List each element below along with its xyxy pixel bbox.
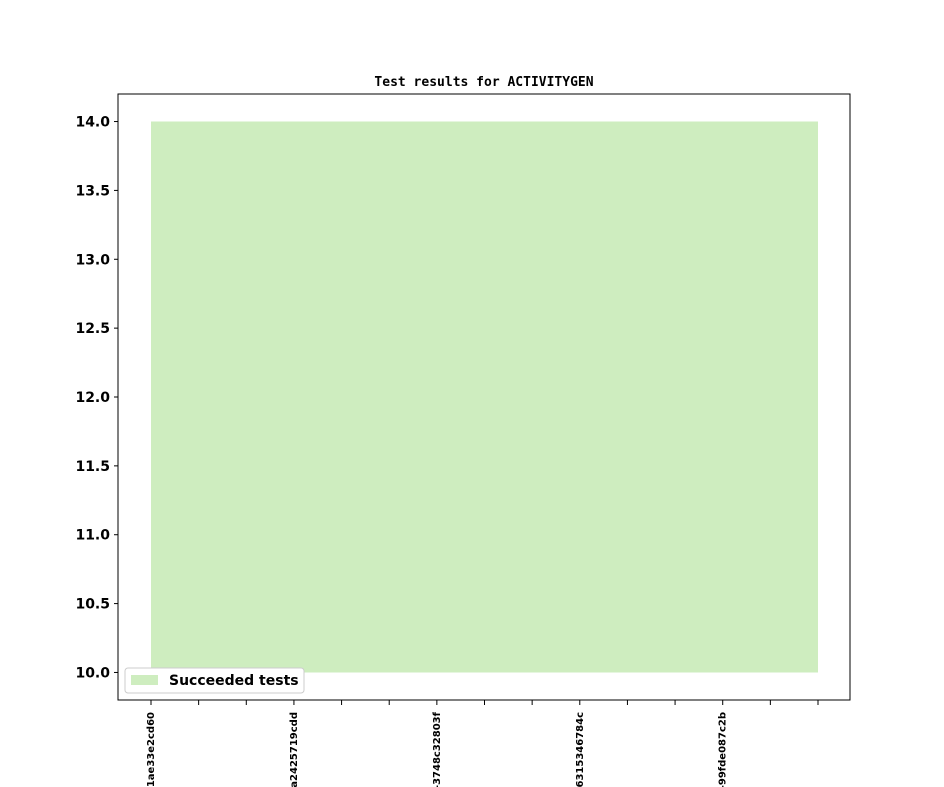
legend-swatch <box>131 675 158 685</box>
y-tick-label: 14.0 <box>75 115 110 131</box>
area <box>151 121 818 673</box>
x-tick-label: a2425719cdd <box>289 712 300 787</box>
x-tick-label: -1ae33e2cd60 <box>146 712 157 787</box>
x-tick-label: -99fde087c2b <box>718 712 729 787</box>
y-tick-label: 12.5 <box>75 321 110 337</box>
y-tick-label: 13.5 <box>75 183 110 199</box>
chart-title: Test results for ACTIVITYGEN <box>374 75 593 90</box>
y-tick-label: 12.0 <box>75 390 110 406</box>
x-tick-label: -3748c32803f <box>432 711 443 787</box>
y-tick-label: 11.0 <box>75 528 110 544</box>
y-tick-label: 10.5 <box>75 597 110 613</box>
y-tick-label: 13.0 <box>75 252 110 268</box>
legend-label: Succeeded tests <box>169 673 299 689</box>
legend-box <box>124 667 305 694</box>
y-tick-label: 10.0 <box>75 665 110 681</box>
y-tick-label: 11.5 <box>75 459 110 475</box>
x-tick-label: 6315346784c <box>575 712 586 787</box>
